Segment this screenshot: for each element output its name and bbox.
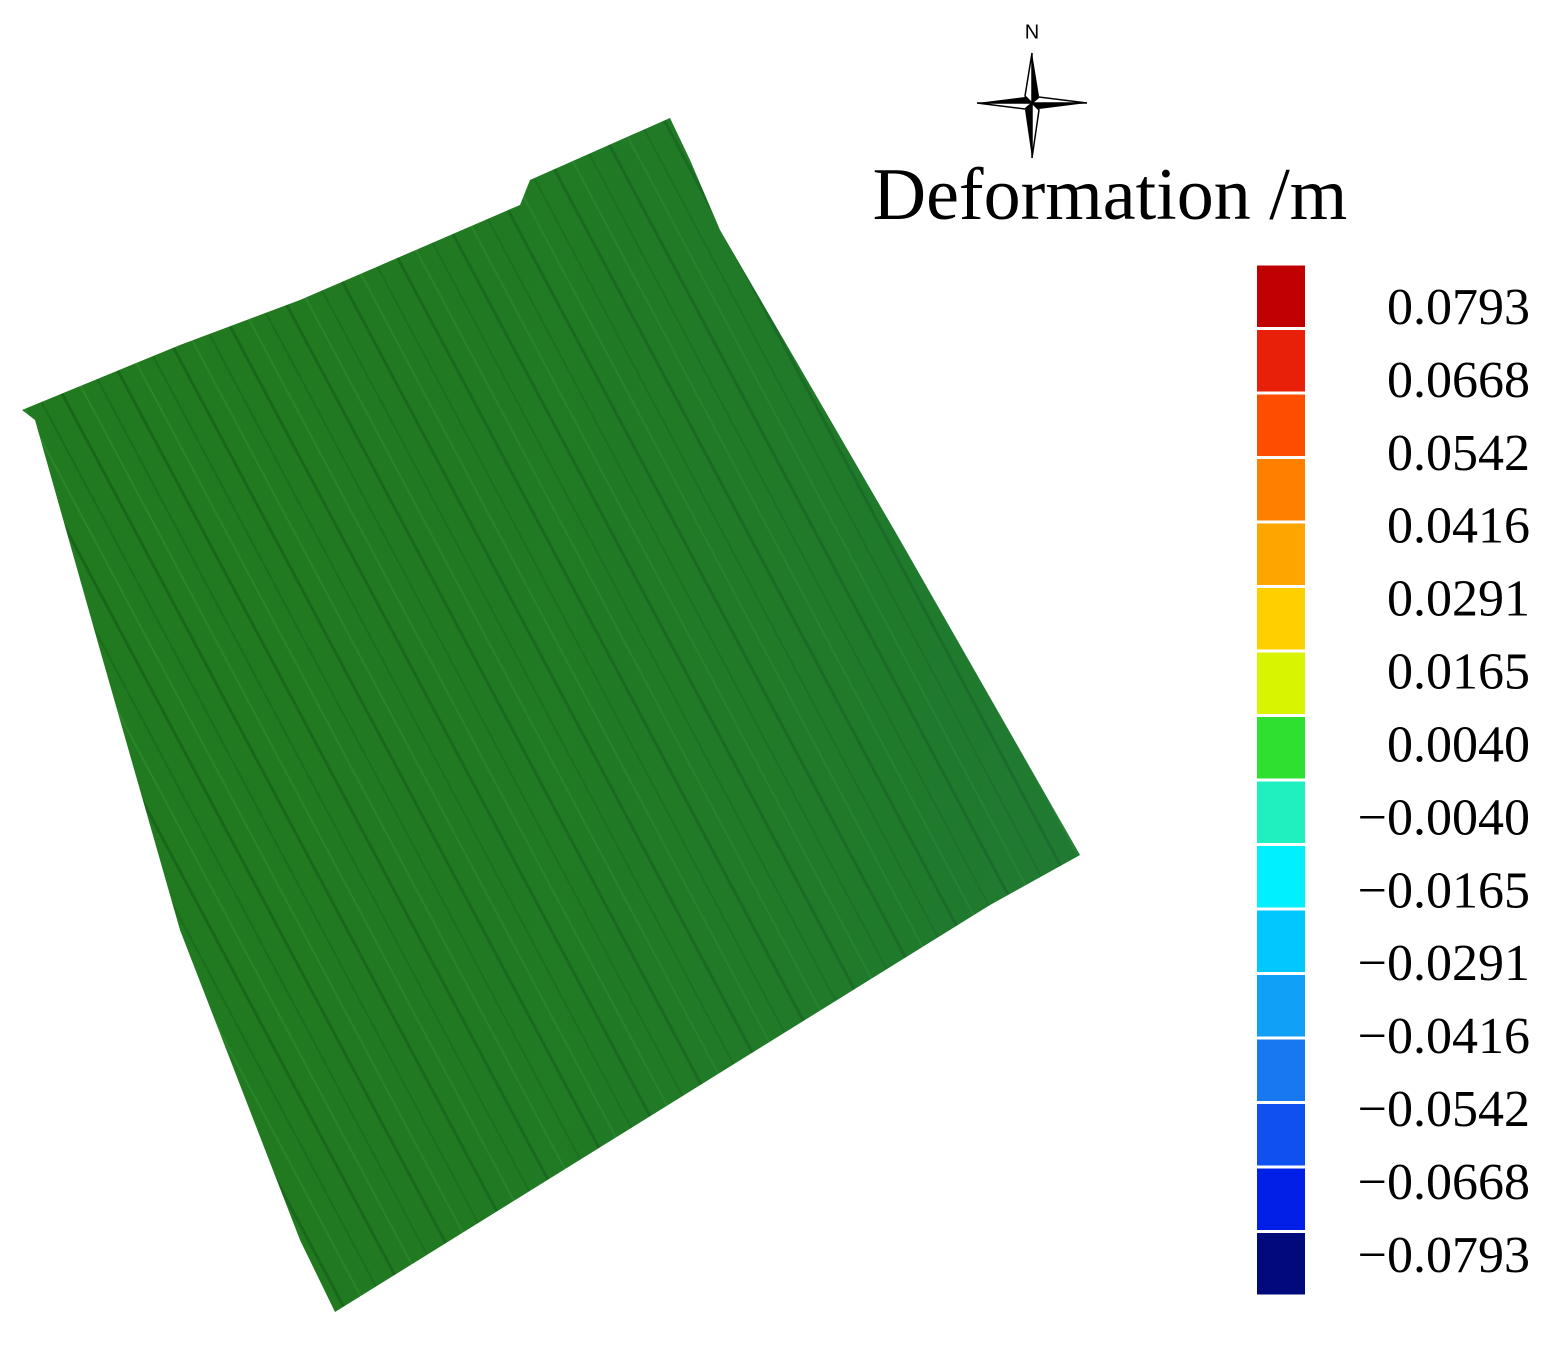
- legend-label: −0.0542: [1358, 1081, 1530, 1138]
- compass-label: N: [1025, 21, 1039, 43]
- color-swatch: [1257, 330, 1305, 392]
- legend-label: −0.0416: [1358, 1008, 1530, 1065]
- legend-label: −0.0165: [1358, 862, 1530, 919]
- color-swatch: [1257, 1104, 1305, 1166]
- legend-label: −0.0291: [1358, 935, 1530, 992]
- surface-tint: [22, 118, 1080, 1312]
- legend-label: 0.0668: [1387, 352, 1530, 409]
- color-swatch: [1257, 1233, 1305, 1295]
- legend-label: 0.0165: [1387, 644, 1530, 701]
- legend-title: Deformation /m: [873, 154, 1348, 236]
- color-swatch: [1257, 846, 1305, 908]
- color-swatch: [1257, 1039, 1305, 1101]
- color-swatch: [1257, 523, 1305, 585]
- compass-arm: [1025, 103, 1032, 158]
- color-swatch: [1257, 459, 1305, 521]
- compass-arm: [1029, 96, 1088, 104]
- color-swatch: [1257, 975, 1305, 1037]
- color-swatch: [1257, 588, 1305, 650]
- legend-label: 0.0793: [1387, 279, 1530, 336]
- deformation-surface: [22, 118, 1080, 1312]
- legend-label: 0.0291: [1387, 571, 1530, 628]
- compass-arm: [1032, 53, 1039, 103]
- legend-label: 0.0040: [1387, 716, 1530, 773]
- compass-arm: [976, 102, 1035, 110]
- colorbar: 0.0793 0.0668 0.0542 0.0416 0.0291 0.0165 0.00…: [1257, 265, 1530, 1295]
- color-swatch: [1257, 1168, 1305, 1230]
- legend-label: −0.0793: [1358, 1227, 1530, 1284]
- compass-arm: [1024, 52, 1033, 105]
- color-swatch: [1257, 394, 1305, 456]
- legend-label: 0.0416: [1387, 498, 1530, 555]
- color-swatch: [1257, 717, 1305, 779]
- color-swatch: [1257, 265, 1305, 327]
- color-swatch: [1257, 910, 1305, 972]
- compass-arm: [1031, 101, 1040, 159]
- legend-label: 0.0542: [1387, 425, 1530, 482]
- compass: N: [976, 21, 1088, 159]
- compass-arm: [1032, 103, 1087, 109]
- compass-arm: [977, 97, 1032, 103]
- color-swatch: [1257, 652, 1305, 714]
- legend-label: −0.0040: [1358, 789, 1530, 846]
- legend-label: −0.0668: [1358, 1154, 1530, 1211]
- color-swatch: [1257, 781, 1305, 843]
